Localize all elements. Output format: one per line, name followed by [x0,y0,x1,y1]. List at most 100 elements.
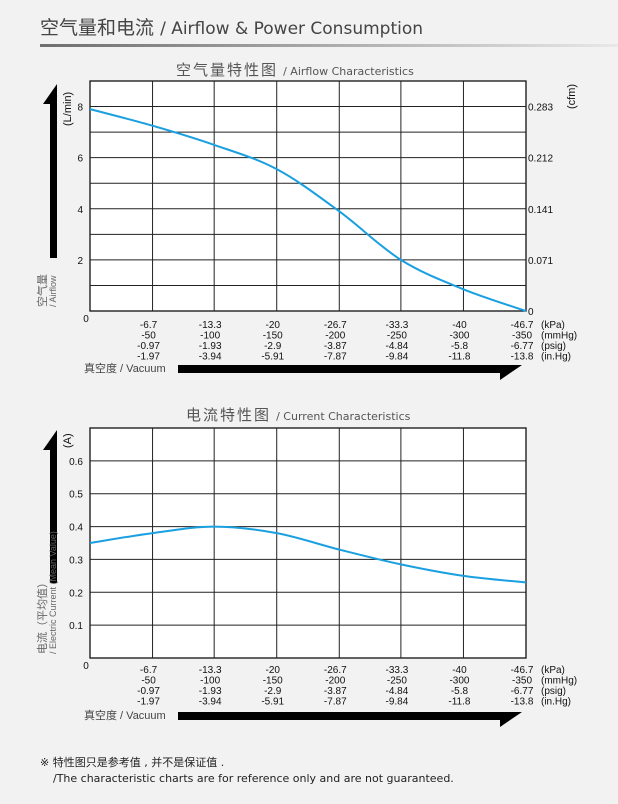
note-line-en: /The characteristic charts are for refer… [53,772,454,785]
current-chart-title: 电流特性图 / Current Characteristics [186,404,410,425]
airflow-y2tick-label: 0 [528,307,534,318]
current-ylabel-zh: 电流（平均值） [35,577,49,654]
airflow-yunit: (L/min) [62,92,74,126]
current-xtick-label: -40 [452,665,467,676]
airflow-xtick-label: -2.9 [264,341,282,352]
airflow-xtick-label: -150 [263,331,283,342]
airflow-xtick-label: -20 [265,320,280,331]
current-xtick-label: -3.87 [324,686,347,697]
note-line-zh: ※ 特性图只是参考值 , 并不是保证值 . [40,756,225,769]
current-xtick-label: -100 [200,676,220,687]
airflow-xtick-label: -6.7 [140,320,158,331]
airflow-xtick-label: -1.93 [199,341,222,352]
current-xunit-label: (psig) [541,686,566,697]
airflow-xtick-label: -33.3 [385,320,408,331]
airflow-y2tick-label: 0.141 [528,205,553,216]
current-chart-title-zh: 电流特性图 [186,406,272,424]
current-xtick-label: -20 [265,665,280,676]
airflow-y-arrow-icon [43,84,57,258]
current-xtick-label: -6.7 [140,665,158,676]
current-plot-area [89,427,527,659]
current-xtick-label: -350 [512,676,532,687]
airflow-plot-area [89,80,527,312]
current-xtick-label: -7.87 [324,697,347,708]
airflow-xtick-label: -3.87 [324,341,347,352]
airflow-xunit-label: (kPa) [541,320,565,331]
current-chart-title-en: / Current Characteristics [276,410,411,423]
current-xtick-label: -150 [263,676,283,687]
airflow-x-arrow-icon [178,365,522,380]
current-xtick-label: -250 [387,676,407,687]
airflow-xtick-label: -100 [200,331,220,342]
airflow-xtick-label: -7.87 [324,352,347,363]
airflow-xtick-label: -1.97 [137,352,160,363]
airflow-xunit-label: (in.Hg) [541,352,571,363]
airflow-xtick-label: -350 [512,331,532,342]
airflow-origin-label: 0 [83,314,89,325]
current-xtick-label: -0.97 [137,686,160,697]
airflow-xtick-label: -13.8 [511,352,534,363]
current-xtick-label: -1.97 [137,697,160,708]
current-xtick-label: -6.77 [511,686,534,697]
airflow-xtick-label: -40 [452,320,467,331]
current-series-line [89,525,527,584]
airflow-xtick-label: -5.8 [451,341,469,352]
current-xunit-label: (mmHg) [541,676,577,687]
airflow-xtick-label: -5.91 [261,352,284,363]
airflow-xtick-label: -13.3 [199,320,222,331]
current-xunit-label: (in.Hg) [541,697,571,708]
current-xtick-label: -9.84 [385,697,408,708]
airflow-chart-title-zh: 空气量特性图 [176,61,279,79]
current-xtick-label: -13.3 [199,665,222,676]
page-title-zh: 空气量和电流 [40,17,155,39]
current-x-arrow-icon [178,712,522,727]
airflow-ylabel-zh: 空气量 [35,274,49,307]
airflow-xtick-label: -3.94 [199,352,222,363]
current-ytick-label: 0.4 [69,523,83,534]
current-xtick-label: -33.3 [385,665,408,676]
page-title-en: / Airflow & Power Consumption [160,19,424,39]
current-ytick-label: 0.6 [69,457,83,468]
airflow-xtick-label: -300 [449,331,469,342]
current-xtick-label: -2.9 [264,686,282,697]
airflow-y2unit: (cfm) [566,84,578,109]
airflow-ylabel-en: / Airflow [48,275,58,307]
airflow-series-line [89,108,527,312]
current-xtick-label: -26.7 [324,665,347,676]
airflow-xlabel: 真空度 / Vacuum [84,361,166,375]
current-xtick-label: -200 [325,676,345,687]
current-xunit-label: (kPa) [541,665,565,676]
current-xtick-label: -4.84 [385,686,408,697]
airflow-xtick-label: -26.7 [324,320,347,331]
airflow-y2tick-label: 0.283 [528,103,553,114]
airflow-xunit-label: (mmHg) [541,331,577,342]
airflow-chart-title-en: / Airflow Characteristics [283,65,414,78]
current-xtick-label: -1.93 [199,686,222,697]
current-ytick-label: 0.1 [69,621,83,632]
airflow-xtick-label: -9.84 [385,352,408,363]
airflow-xunit-label: (psig) [541,341,566,352]
airflow-ytick-label: 2 [77,256,83,267]
disclaimer-note: ※ 特性图只是参考值 , 并不是保证值 . /The characteristi… [40,755,454,787]
airflow-xtick-label: -250 [387,331,407,342]
airflow-xtick-label: -50 [141,331,156,342]
airflow-xtick-label: -11.8 [448,352,470,363]
airflow-xtick-label: -0.97 [137,341,160,352]
current-xtick-label: -11.8 [448,697,470,708]
current-xtick-label: -5.91 [261,697,284,708]
airflow-ytick-label: 6 [77,154,83,165]
current-xtick-label: -5.8 [451,686,469,697]
airflow-xtick-label: -200 [325,331,345,342]
airflow-ytick-label: 8 [77,103,83,114]
current-xlabel: 真空度 / Vacuum [84,708,166,722]
current-ytick-label: 0.3 [69,555,83,566]
current-yunit: (A) [62,433,74,448]
current-origin-label: 0 [83,661,89,672]
current-xtick-label: -46.7 [511,665,534,676]
current-xtick-label: -13.8 [511,697,534,708]
current-ytick-label: 0.2 [69,588,83,599]
current-xtick-label: -3.94 [199,697,222,708]
airflow-ytick-label: 4 [77,205,83,216]
current-ylabel-en: / Electric Current (Mean Value) [48,531,58,654]
